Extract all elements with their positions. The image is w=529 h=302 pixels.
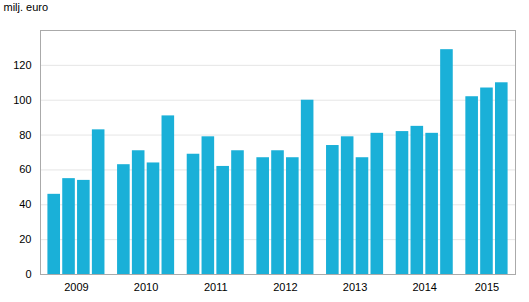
- svg-text:2012: 2012: [273, 281, 297, 293]
- svg-text:2015: 2015: [475, 281, 499, 293]
- svg-text:2011: 2011: [204, 281, 228, 293]
- svg-text:100: 100: [13, 94, 31, 106]
- svg-text:2014: 2014: [412, 281, 436, 293]
- svg-text:2010: 2010: [134, 281, 158, 293]
- svg-text:2013: 2013: [343, 281, 367, 293]
- svg-text:80: 80: [19, 129, 31, 141]
- svg-text:60: 60: [19, 163, 31, 175]
- svg-text:milj. euro: milj. euro: [4, 1, 49, 13]
- svg-text:40: 40: [19, 198, 31, 210]
- svg-text:20: 20: [19, 233, 31, 245]
- svg-text:0: 0: [25, 268, 31, 280]
- svg-text:2009: 2009: [64, 281, 88, 293]
- svg-text:120: 120: [13, 59, 31, 71]
